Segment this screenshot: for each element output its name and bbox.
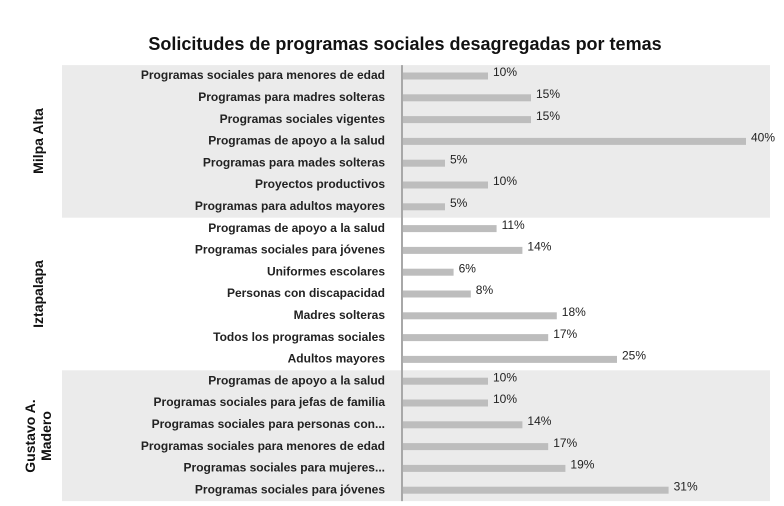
value-label: 5% bbox=[450, 152, 468, 166]
value-label: 40% bbox=[751, 131, 775, 145]
category-label: Programas sociales para jóvenes bbox=[195, 243, 385, 257]
category-label: Programas de apoyo a la salud bbox=[208, 221, 385, 235]
value-label: 15% bbox=[536, 109, 560, 123]
bar bbox=[402, 116, 531, 124]
category-label: Programas sociales para menores de edad bbox=[141, 68, 385, 82]
category-label: Programas de apoyo a la salud bbox=[208, 373, 385, 387]
bar bbox=[402, 203, 445, 211]
category-label: Programas sociales vigentes bbox=[220, 112, 386, 126]
bar bbox=[402, 421, 523, 429]
bar bbox=[402, 181, 488, 189]
category-label: Programas sociales para jóvenes bbox=[195, 482, 385, 496]
value-label: 15% bbox=[536, 87, 560, 101]
category-label: Personas con discapacidad bbox=[227, 286, 385, 300]
value-label: 10% bbox=[493, 174, 517, 188]
bar bbox=[402, 137, 746, 145]
category-label: Madres solteras bbox=[294, 308, 386, 322]
category-label: Programas sociales para jefas de familia bbox=[154, 395, 386, 409]
category-label: Programas para madres solteras bbox=[198, 90, 385, 104]
category-label: Programas para mades solteras bbox=[203, 155, 385, 169]
value-label: 10% bbox=[493, 370, 517, 384]
value-label: 17% bbox=[553, 327, 577, 341]
bar bbox=[402, 443, 549, 451]
bar bbox=[402, 377, 488, 385]
value-label: 5% bbox=[450, 196, 468, 210]
rows: Programas sociales para menores de edad 1… bbox=[141, 65, 775, 496]
bar bbox=[402, 246, 523, 254]
category-label: Adultos mayores bbox=[288, 352, 386, 366]
bar bbox=[402, 486, 669, 494]
value-label: 10% bbox=[493, 392, 517, 406]
group-label: Gustavo A. Madero bbox=[22, 399, 54, 473]
bar bbox=[402, 312, 557, 320]
value-label: 6% bbox=[459, 261, 477, 275]
value-label: 14% bbox=[527, 240, 551, 254]
category-label: Programas sociales para mujeres... bbox=[184, 461, 385, 475]
value-label: 14% bbox=[527, 414, 551, 428]
value-label: 19% bbox=[570, 458, 594, 472]
category-label: Programas sociales para personas con... bbox=[152, 417, 385, 431]
value-label: 17% bbox=[553, 436, 577, 450]
backgrounds bbox=[62, 65, 770, 502]
category-label: Uniformes escolares bbox=[267, 264, 385, 278]
bar bbox=[402, 355, 617, 363]
group-label: Iztapalapa bbox=[30, 260, 46, 328]
category-label: Programas para adultos mayores bbox=[195, 199, 385, 213]
chart-title: Solicitudes de programas sociales desagr… bbox=[148, 34, 661, 54]
value-label: 11% bbox=[502, 218, 525, 232]
category-label: Programas de apoyo a la salud bbox=[208, 134, 385, 148]
value-label: 8% bbox=[476, 283, 494, 297]
value-label: 31% bbox=[674, 479, 698, 493]
bar bbox=[402, 159, 445, 167]
value-label: 10% bbox=[493, 65, 517, 79]
bar bbox=[402, 399, 488, 407]
category-label: Proyectos productivos bbox=[255, 177, 385, 191]
bar bbox=[402, 94, 531, 102]
bar bbox=[402, 334, 549, 342]
bar bbox=[402, 464, 566, 472]
category-label: Todos los programas sociales bbox=[213, 330, 385, 344]
bar bbox=[402, 290, 471, 298]
bar bbox=[402, 225, 497, 233]
category-label: Programas sociales para menores de edad bbox=[141, 439, 385, 453]
value-label: 25% bbox=[622, 349, 646, 363]
group-label: Milpa Alta bbox=[30, 108, 46, 175]
group-band bbox=[62, 370, 770, 502]
value-label: 18% bbox=[562, 305, 586, 319]
bar bbox=[402, 268, 454, 276]
bar bbox=[402, 72, 488, 80]
